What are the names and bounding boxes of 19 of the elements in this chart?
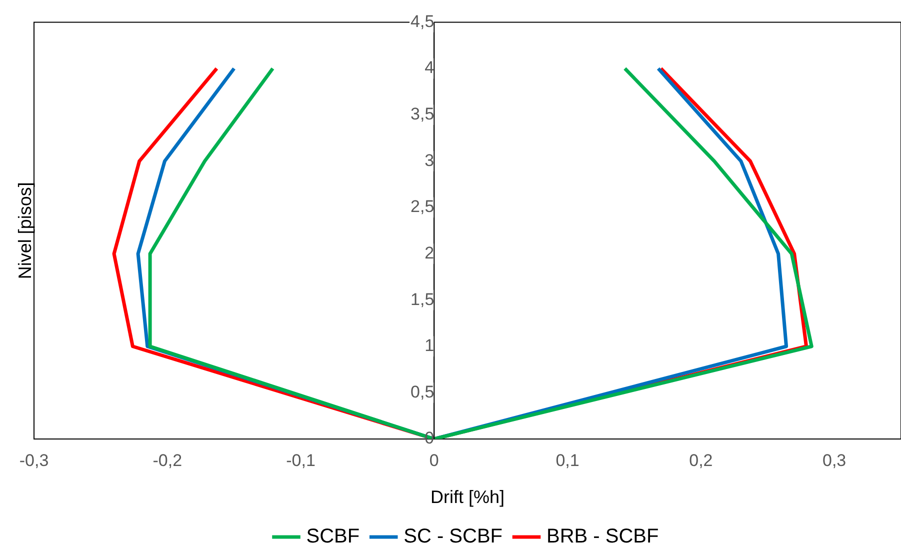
y-tick-label: 3 bbox=[424, 150, 434, 170]
y-tick-label: 0,5 bbox=[410, 382, 434, 402]
x-tick-label: -0,1 bbox=[286, 450, 316, 470]
y-tick-label: 4,5 bbox=[410, 12, 434, 31]
y-tick-label: 1 bbox=[424, 336, 434, 356]
x-tick-label: 0,1 bbox=[556, 450, 580, 470]
y-tick-label: 3,5 bbox=[410, 104, 434, 124]
x-axis-title: Drift [%h] bbox=[430, 487, 505, 508]
legend-label: SCBF bbox=[306, 526, 360, 548]
y-tick-label: 2,5 bbox=[410, 197, 434, 216]
x-tick-label: -0,3 bbox=[19, 450, 49, 470]
y-tick-label: 1,5 bbox=[410, 290, 434, 309]
x-tick-label: 0,2 bbox=[689, 450, 713, 470]
y-tick-label: 2 bbox=[424, 243, 434, 262]
y-axis-title: Nivel [pisos] bbox=[14, 182, 35, 280]
x-tick-label: 0,3 bbox=[822, 450, 846, 470]
x-tick-label: -0,2 bbox=[152, 450, 182, 470]
legend-label: BRB - SCBF bbox=[546, 526, 659, 548]
legend-label: SC - SCBF bbox=[404, 526, 503, 548]
